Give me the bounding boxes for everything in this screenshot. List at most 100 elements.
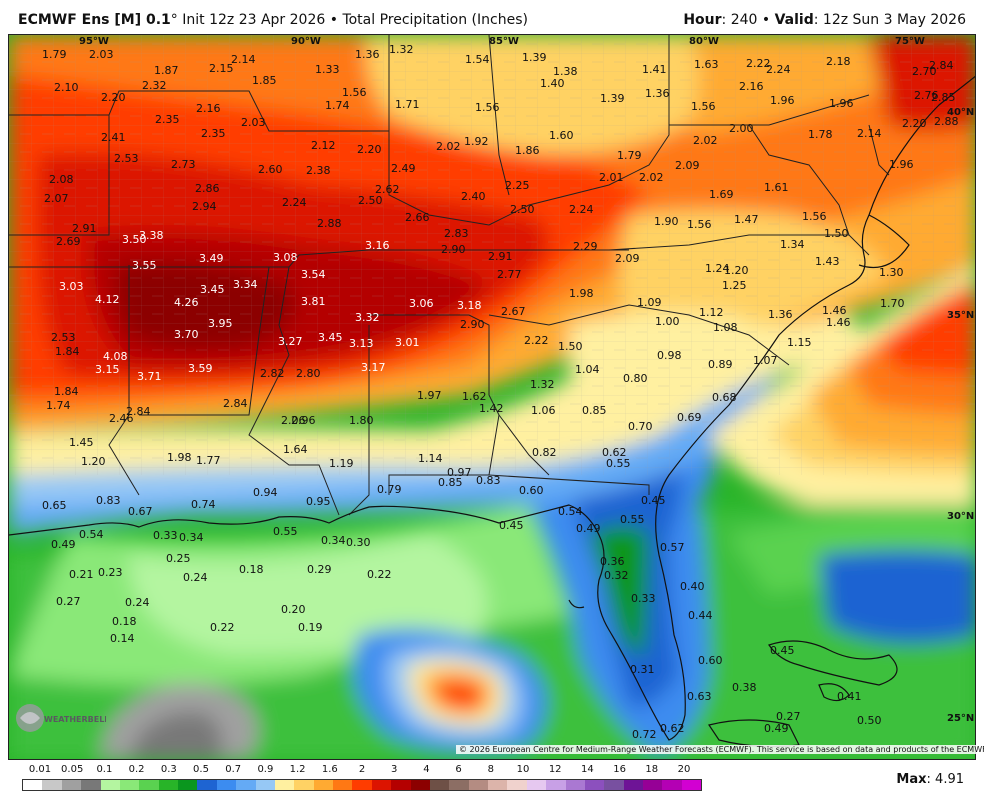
legend-swatch [507, 780, 527, 790]
precip-value: 0.57 [660, 541, 685, 554]
precip-value: 0.22 [210, 621, 235, 634]
legend-swatch [255, 780, 275, 790]
precip-value: 1.36 [645, 87, 670, 100]
precip-value: 0.18 [239, 563, 264, 576]
precip-value: 1.15 [787, 336, 812, 349]
precip-value: 2.60 [258, 163, 283, 176]
precip-value: 1.74 [325, 99, 350, 112]
precip-value: 2.35 [201, 127, 226, 140]
product-name: Total Precipitation (Inches) [342, 12, 528, 28]
precip-value: 2.24 [766, 63, 791, 76]
precip-value: 2.25 [505, 179, 530, 192]
longitude-label: 80°W [689, 36, 719, 47]
precip-value: 0.45 [770, 644, 795, 657]
precip-value: 0.38 [732, 681, 757, 694]
precip-value: 0.33 [153, 529, 178, 542]
latitude-label: 25°N [947, 713, 974, 724]
precip-value: 2.35 [155, 113, 180, 126]
precip-value: 0.67 [128, 505, 153, 518]
precip-value: 3.49 [199, 252, 224, 265]
precip-value: 2.08 [49, 173, 74, 186]
longitude-label: 90°W [291, 36, 321, 47]
precip-value: 3.70 [174, 328, 199, 341]
legend-tick-label: 20 [677, 764, 691, 775]
precip-value: 2.69 [56, 235, 81, 248]
precip-value: 0.22 [367, 568, 392, 581]
precip-value: 1.86 [515, 144, 540, 157]
precip-value: 1.47 [734, 213, 759, 226]
precip-value: 2.94 [192, 200, 217, 213]
legend-swatch [565, 780, 585, 790]
legend-swatch [23, 780, 43, 790]
precip-value: 2.62 [375, 183, 400, 196]
precip-value: 1.97 [417, 389, 442, 402]
precip-value: 1.56 [687, 218, 712, 231]
precip-value: 0.55 [606, 457, 631, 470]
precip-value: 2.15 [209, 62, 234, 75]
precip-value: 1.64 [283, 443, 308, 456]
precip-value: 0.49 [576, 522, 601, 535]
precip-value: 0.14 [110, 632, 135, 645]
precip-value: 1.96 [829, 97, 854, 110]
coastline [9, 75, 975, 748]
precip-value: 0.34 [179, 531, 204, 544]
precip-value: 1.36 [768, 308, 793, 321]
precip-value: 2.70 [912, 65, 937, 78]
precip-value: 0.50 [857, 714, 882, 727]
precip-value: 3.13 [349, 337, 374, 350]
precip-value: 2.09 [615, 252, 640, 265]
precip-value: 1.92 [464, 135, 489, 148]
precip-value: 0.83 [96, 494, 121, 507]
precip-value: 1.25 [722, 279, 747, 292]
precip-value: 2.10 [54, 81, 79, 94]
precip-value: 1.70 [880, 297, 905, 310]
precip-value: 0.41 [837, 690, 862, 703]
precip-value: 1.80 [349, 414, 374, 427]
map-canvas: 95°W 90°W 85°W 80°W 75°W 40°N 35°N 30°N 25°N 1.… [9, 35, 975, 759]
precip-value: 0.72 [632, 728, 657, 741]
precip-value: 1.61 [764, 181, 789, 194]
longitude-labels: 95°W 90°W 85°W 80°W 75°W [79, 36, 925, 47]
precip-value: 2.16 [739, 80, 764, 93]
precip-value: 2.24 [569, 203, 594, 216]
legend-swatch [391, 780, 411, 790]
precip-value: 2.22 [524, 334, 549, 347]
precip-value: 0.98 [657, 349, 682, 362]
precip-value: 2.91 [488, 250, 513, 263]
color-legend: 0.01 0.05 0.1 0.2 0.3 0.5 0.7 0.9 1.2 1.6 2 3 4 6 8 10 1… [22, 764, 702, 796]
precip-value: 2.91 [72, 222, 97, 235]
precip-value: 2.20 [902, 117, 927, 130]
precip-value: 1.78 [808, 128, 833, 141]
precip-value: 2.85 [931, 91, 956, 104]
legend-tick-label: 0.2 [128, 764, 145, 775]
legend-tick-label: 0.5 [193, 764, 209, 775]
precip-value: 0.23 [98, 566, 123, 579]
precip-value: 2.50 [510, 203, 535, 216]
precip-value: 4.12 [95, 293, 120, 306]
legend-swatch [604, 780, 624, 790]
precip-value: 0.21 [69, 568, 94, 581]
precip-value: 1.45 [69, 436, 94, 449]
precip-value: 0.70 [628, 420, 653, 433]
precip-value: 1.74 [46, 399, 71, 412]
precip-value: 0.60 [519, 484, 544, 497]
precip-value: 0.94 [253, 486, 278, 499]
precip-value: 1.32 [389, 43, 414, 56]
precip-value: 2.96 [291, 414, 316, 427]
legend-tick-label: 10 [516, 764, 530, 775]
init-time: Init 12z 23 Apr 2026 [182, 12, 326, 28]
precip-value: 2.03 [241, 116, 266, 129]
precip-value: 1.46 [822, 304, 847, 317]
precip-value: 1.08 [713, 321, 738, 334]
precip-value: 1.46 [826, 316, 851, 329]
precip-value: 2.14 [231, 53, 256, 66]
precip-value: 2.00 [729, 122, 754, 135]
precip-value: 2.46 [109, 412, 134, 425]
precip-value: 0.80 [623, 372, 648, 385]
legend-swatch [410, 780, 430, 790]
precip-value: 0.32 [604, 569, 629, 582]
precip-value: 2.84 [126, 405, 151, 418]
precip-value: 2.02 [639, 171, 664, 184]
legend-swatch [468, 780, 488, 790]
precip-value: 0.45 [641, 494, 666, 507]
